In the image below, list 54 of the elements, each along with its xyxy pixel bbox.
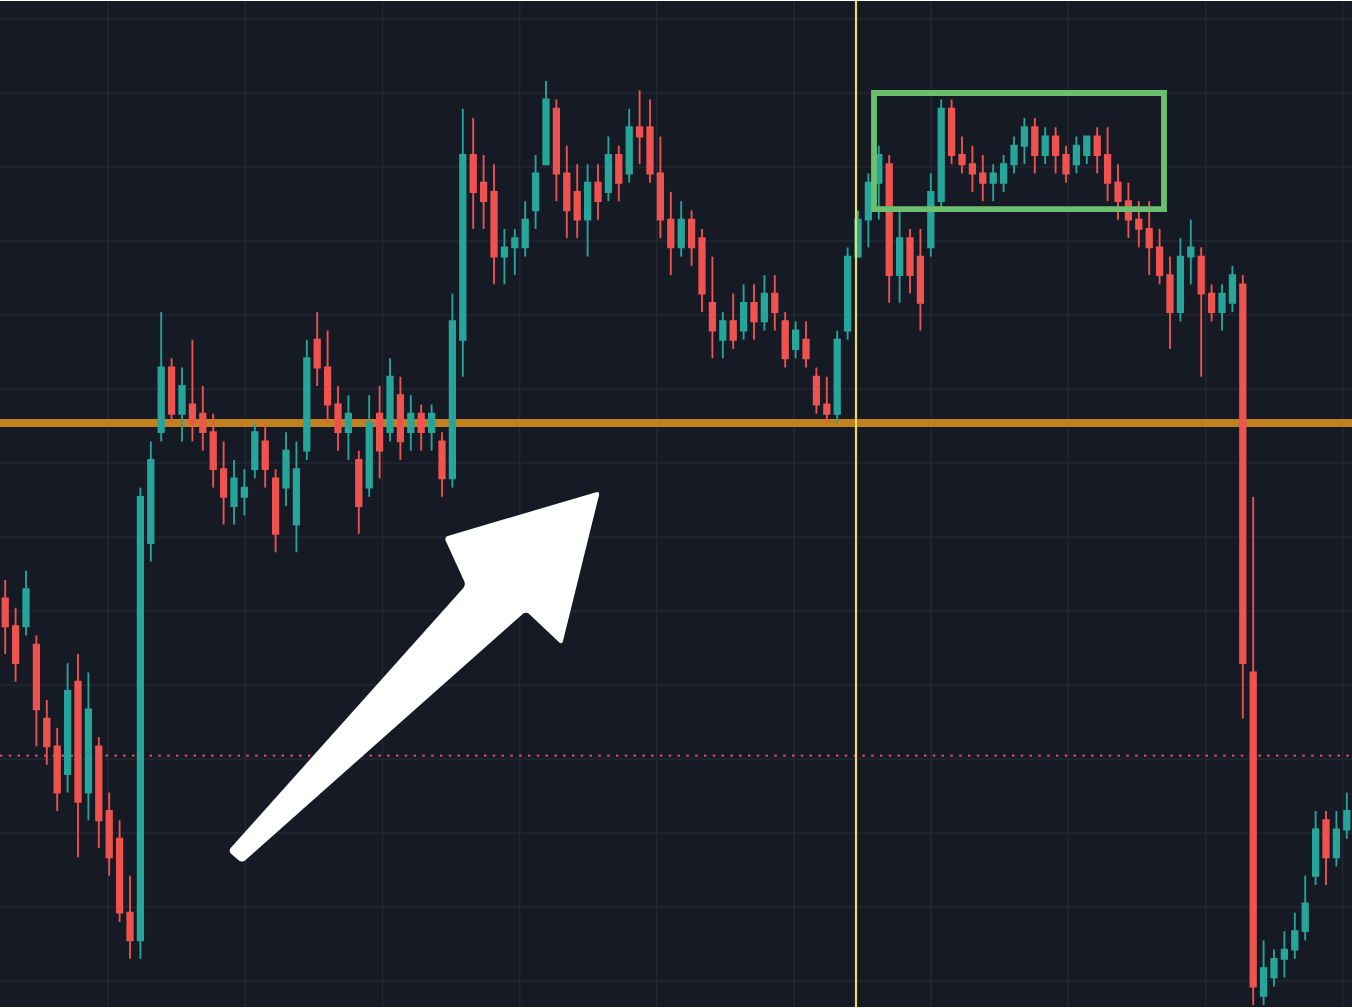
candlestick <box>677 200 685 258</box>
candlestick <box>74 652 82 859</box>
candlestick <box>729 292 737 350</box>
candlestick <box>157 311 165 443</box>
candlestick <box>885 153 893 304</box>
candlestick <box>178 366 186 443</box>
candlestick <box>771 274 779 332</box>
candlestick <box>251 421 259 480</box>
candlestick <box>531 153 540 230</box>
candlestick <box>1041 126 1049 166</box>
candlestick <box>1311 810 1320 886</box>
candlestick <box>583 163 592 258</box>
candlestick <box>95 736 103 849</box>
candlestick <box>53 726 61 812</box>
candlestick <box>386 357 394 443</box>
candlestick <box>1322 810 1330 886</box>
candlestick <box>1301 874 1309 942</box>
candlestick <box>1239 274 1247 720</box>
candlestick <box>417 403 425 452</box>
candlestick <box>407 394 415 452</box>
candlestick <box>739 283 748 341</box>
candlestick <box>719 311 727 360</box>
candlestick <box>365 394 373 498</box>
candlestick <box>833 329 841 424</box>
candlestick <box>438 431 446 498</box>
candlestick <box>43 699 51 766</box>
candlestick <box>271 468 280 554</box>
candlestick <box>791 320 800 360</box>
candlestick <box>760 274 769 332</box>
candlestick <box>63 662 72 794</box>
candlestick <box>84 671 93 822</box>
candlestick <box>1249 495 1257 1006</box>
candlestick <box>167 357 176 424</box>
candlestick <box>604 135 613 203</box>
candlestick <box>781 311 789 369</box>
candlestick <box>375 384 384 480</box>
candlestick <box>344 394 353 461</box>
candlestick <box>615 144 623 203</box>
candlestick <box>802 320 810 369</box>
candlestick <box>573 163 581 240</box>
candlestick <box>625 107 633 184</box>
candlestick <box>396 375 405 461</box>
candlestick <box>355 449 363 535</box>
candlestick <box>261 421 269 489</box>
candlestick <box>594 163 602 221</box>
candlestick <box>1031 117 1039 175</box>
candlestick <box>708 255 717 360</box>
candlestick <box>895 209 904 304</box>
candlestick <box>750 283 758 341</box>
candlestick <box>303 338 311 461</box>
candlestick <box>32 634 41 748</box>
candlestick <box>521 200 529 258</box>
candlestick <box>22 569 30 637</box>
candlestick <box>427 403 436 452</box>
